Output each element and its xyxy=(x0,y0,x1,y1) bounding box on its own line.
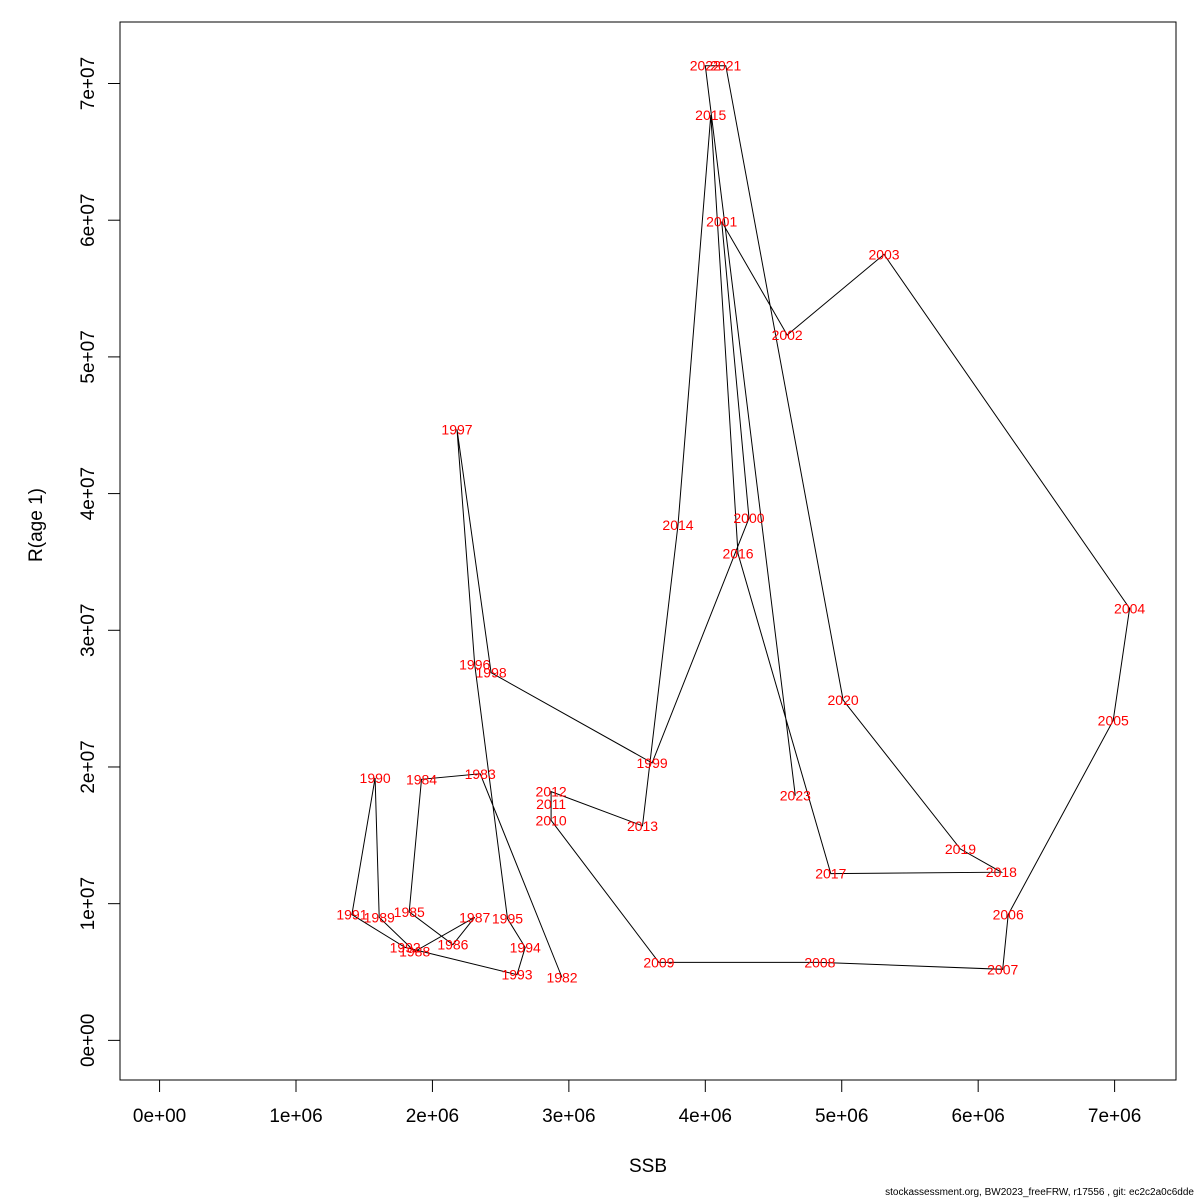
x-tick-label: 4e+06 xyxy=(679,1106,732,1127)
point-label-1995: 1995 xyxy=(492,911,523,927)
point-label-1997: 1997 xyxy=(441,421,472,437)
point-label-2008: 2008 xyxy=(804,954,835,970)
point-label-1993: 1993 xyxy=(501,967,532,983)
y-tick-label: 0e+00 xyxy=(78,1014,99,1067)
y-tick-label: 2e+07 xyxy=(78,740,99,793)
axes: 0e+00 1e+06 2e+06 3e+06 4e+06 5e+06 6e+06 7e+06… xyxy=(78,57,1141,1127)
point-label-1984: 1984 xyxy=(406,771,437,787)
x-axis-title: SSB xyxy=(629,1156,667,1177)
footer-caption: stockassessment.org, BW2023_freeFRW, r17… xyxy=(885,1187,1194,1198)
x-tick-label: 0e+00 xyxy=(133,1106,186,1127)
y-tick-label: 4e+07 xyxy=(78,467,99,520)
x-tick-label: 2e+06 xyxy=(406,1106,459,1127)
x-tick-label: 7e+06 xyxy=(1088,1106,1141,1127)
x-tick-label: 5e+06 xyxy=(815,1106,868,1127)
point-label-2015: 2015 xyxy=(695,107,726,123)
point-label-2004: 2004 xyxy=(1114,600,1145,616)
recruitment-trajectory-line xyxy=(351,65,1131,978)
point-label-2012: 2012 xyxy=(536,784,567,800)
point-label-1991: 1991 xyxy=(336,907,367,923)
y-axis-title: R(age 1) xyxy=(26,488,47,562)
point-label-1986: 1986 xyxy=(437,937,468,953)
point-label-2021: 2021 xyxy=(710,58,741,74)
point-label-2009: 2009 xyxy=(643,954,674,970)
point-label-2011: 2011 xyxy=(536,796,566,812)
y-tick-label: 5e+07 xyxy=(78,330,99,383)
point-label-2000: 2000 xyxy=(733,510,764,526)
point-label-2018: 2018 xyxy=(986,864,1017,880)
x-tick-label: 1e+06 xyxy=(269,1106,322,1127)
year-labels: 1982 1983 1984 1985 1986 1987 1988 1989 1990 1991… xyxy=(336,58,1145,986)
point-label-2007: 2007 xyxy=(987,961,1018,977)
point-label-2023: 2023 xyxy=(780,788,811,804)
point-label-1983: 1983 xyxy=(465,766,496,782)
point-label-2003: 2003 xyxy=(868,246,899,262)
y-tick-label: 1e+07 xyxy=(78,877,99,930)
point-label-2016: 2016 xyxy=(722,546,753,562)
point-label-2014: 2014 xyxy=(662,517,693,533)
point-label-2013: 2013 xyxy=(627,818,658,834)
point-label-1996: 1996 xyxy=(459,656,490,672)
y-tick-label: 3e+07 xyxy=(78,604,99,657)
y-tick-label: 6e+07 xyxy=(78,194,99,247)
point-label-1987: 1987 xyxy=(459,909,490,925)
point-label-1992: 1992 xyxy=(390,939,421,955)
point-label-2010: 2010 xyxy=(536,812,567,828)
point-label-1989: 1989 xyxy=(364,909,395,925)
point-label-2001: 2001 xyxy=(706,214,737,230)
x-tick-label: 3e+06 xyxy=(542,1106,595,1127)
point-label-2019: 2019 xyxy=(945,841,976,857)
point-label-2022: 2022 xyxy=(690,58,721,74)
point-label-1994: 1994 xyxy=(510,939,541,955)
point-label-2006: 2006 xyxy=(993,907,1024,923)
point-label-1990: 1990 xyxy=(360,770,391,786)
point-label-2002: 2002 xyxy=(772,327,803,343)
y-tick-label: 7e+07 xyxy=(78,57,99,110)
point-label-2020: 2020 xyxy=(828,692,859,708)
point-label-1982: 1982 xyxy=(546,969,577,985)
point-label-1999: 1999 xyxy=(637,755,668,771)
point-label-1988: 1988 xyxy=(399,944,430,960)
x-tick-label: 6e+06 xyxy=(951,1106,1004,1127)
point-label-1985: 1985 xyxy=(394,904,425,920)
point-label-1998: 1998 xyxy=(476,665,507,681)
point-label-2005: 2005 xyxy=(1098,712,1129,728)
point-label-2017: 2017 xyxy=(815,866,846,882)
